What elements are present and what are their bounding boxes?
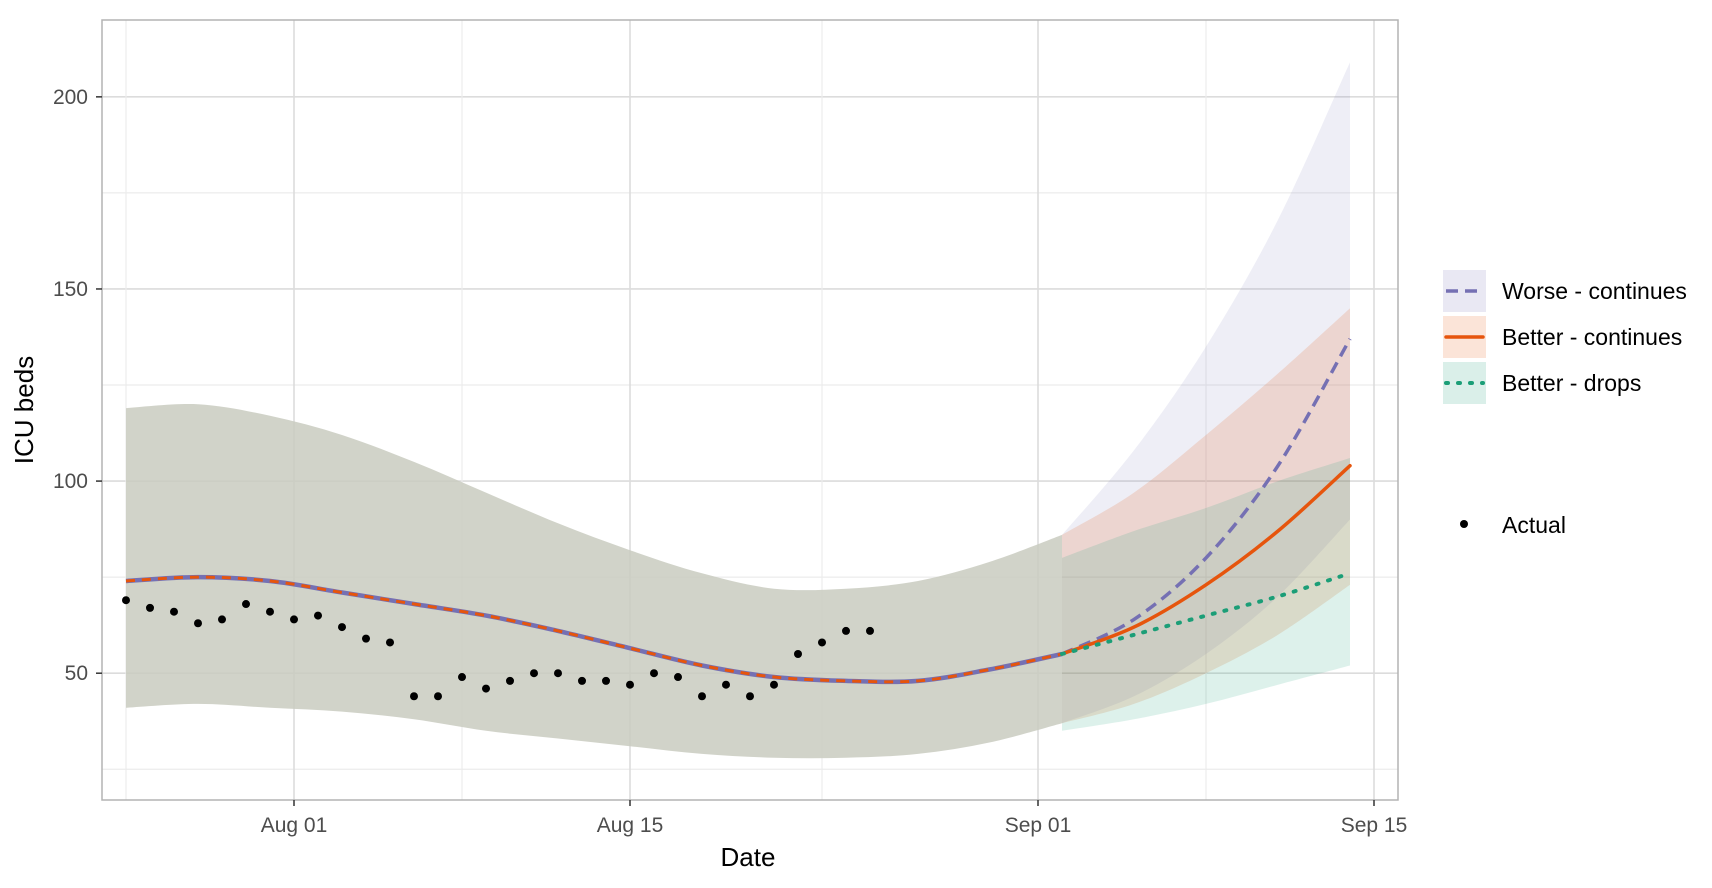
actual-point [578, 676, 586, 685]
legend-label: Worse - continues [1502, 278, 1687, 304]
actual-point [338, 623, 346, 632]
actual-point [146, 603, 154, 612]
legend: Worse - continues Better - continues Bette… [1443, 270, 1687, 538]
line-better-drops [1060, 571, 1352, 656]
series-lines [125, 338, 1352, 685]
plot-border [101, 19, 1399, 801]
x-axis-ticks: Aug 01 Aug 15 Sep 01 Sep 15 [261, 800, 1408, 837]
actual-point [626, 680, 634, 689]
actual-points [122, 596, 874, 701]
actual-point [458, 673, 466, 682]
actual-point [722, 680, 730, 689]
actual-point [818, 638, 826, 647]
actual-point [314, 611, 322, 620]
y-tick-label: 200 [53, 86, 88, 109]
y-tick-label: 150 [53, 278, 88, 301]
ribbon-worse-continues [1062, 62, 1350, 724]
fit-line-overlay [125, 575, 1063, 684]
actual-point [602, 676, 610, 685]
x-tick-label: Sep 15 [1341, 814, 1408, 837]
actual-point [506, 676, 514, 685]
y-axis-title: ICU beds [9, 356, 39, 464]
x-axis-title: Date [721, 842, 776, 872]
actual-point [170, 607, 178, 616]
ribbon-shared-fit [126, 403, 1062, 759]
actual-point [746, 692, 754, 701]
actual-point [674, 673, 682, 682]
line-worse-continues [1061, 338, 1352, 656]
actual-point [842, 626, 850, 635]
actual-point [290, 615, 298, 624]
y-tick-label: 50 [65, 662, 88, 685]
legend-key-point [1460, 520, 1468, 528]
actual-point [794, 649, 802, 658]
line-better-continues [1060, 463, 1352, 656]
legend-label: Actual [1502, 512, 1566, 538]
actual-point [362, 634, 370, 643]
actual-point [434, 692, 442, 701]
actual-point [266, 607, 274, 616]
actual-point [482, 684, 490, 693]
actual-point [386, 638, 394, 647]
actual-point [866, 626, 874, 635]
actual-point [530, 669, 538, 678]
legend-label: Better - continues [1502, 324, 1682, 350]
legend-label: Better - drops [1502, 370, 1641, 396]
actual-point [770, 680, 778, 689]
x-tick-label: Sep 01 [1005, 814, 1072, 837]
actual-point [554, 669, 562, 678]
actual-point [122, 596, 130, 605]
actual-point [218, 615, 226, 624]
legend-key-fill [1443, 362, 1486, 404]
actual-point [698, 692, 706, 701]
y-axis-ticks: 50 100 150 200 [53, 86, 102, 685]
ribbon-better-drops [1062, 458, 1350, 731]
actual-point [410, 692, 418, 701]
actual-point [194, 619, 202, 628]
y-tick-label: 100 [53, 470, 88, 493]
actual-point [242, 600, 250, 609]
x-tick-label: Aug 15 [597, 814, 664, 837]
actual-point [650, 669, 658, 678]
x-tick-label: Aug 01 [261, 814, 328, 837]
